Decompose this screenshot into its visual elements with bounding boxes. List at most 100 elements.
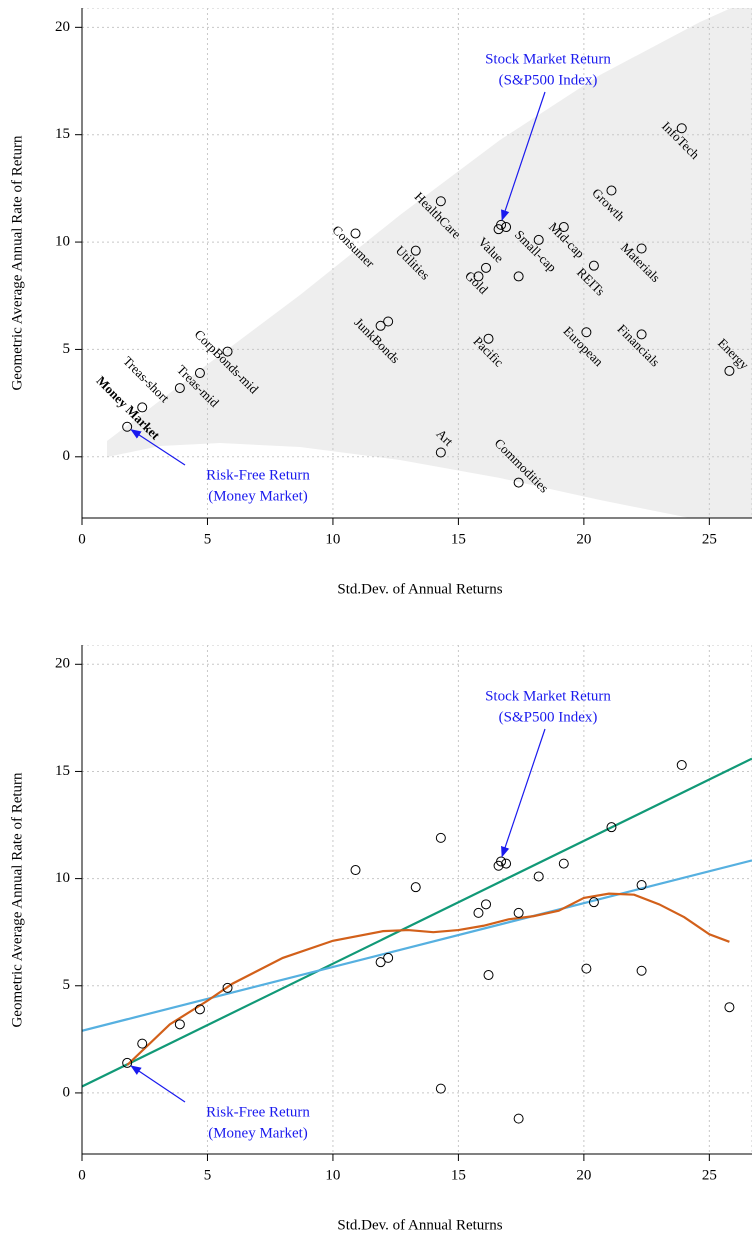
data-point [383, 316, 394, 327]
data-point [375, 957, 386, 968]
data-point [676, 123, 687, 134]
y-tick-label: 5 [63, 341, 71, 357]
annotation: Stock Market Return [485, 51, 611, 67]
annotation: Risk-Free Return [206, 467, 310, 483]
x-axis-label: Std.Dev. of Annual Returns [337, 581, 502, 597]
y-tick-label: 10 [55, 870, 70, 886]
data-point [636, 880, 647, 891]
data-point [581, 327, 592, 338]
data-point [174, 383, 185, 394]
fit-line [82, 757, 752, 1088]
data-point [636, 965, 647, 976]
data-point [558, 222, 569, 233]
risk-band [107, 8, 752, 518]
annotation: Risk-Free Return [206, 1104, 310, 1120]
y-tick-label: 15 [55, 763, 70, 779]
annotation-arrow [501, 728, 546, 858]
x-tick-label: 5 [204, 1167, 212, 1183]
data-point [174, 1019, 185, 1030]
data-point [122, 1057, 133, 1068]
annotation: (Money Market) [208, 1125, 308, 1141]
y-tick-label: 20 [55, 19, 70, 35]
data-point [435, 196, 446, 207]
data-point [473, 271, 484, 282]
data-point [533, 234, 544, 245]
fit-line [82, 859, 752, 1032]
data-point [558, 858, 569, 869]
data-point [501, 858, 512, 869]
y-tick-label: 20 [55, 656, 70, 672]
y-tick-label: 5 [63, 977, 71, 993]
x-tick-label: 5 [204, 531, 212, 547]
data-point [496, 856, 507, 867]
y-tick-label: 15 [55, 126, 70, 142]
annotation-arrow [130, 429, 186, 466]
annotation: (S&P500 Index) [499, 709, 598, 725]
data-point [410, 882, 421, 893]
x-tick-label: 10 [325, 531, 340, 547]
data-point [513, 477, 524, 488]
data-point [588, 260, 599, 271]
data-point [483, 333, 494, 344]
data-point [606, 185, 617, 196]
y-axis-label: Geometric Average Annual Rate of Return [9, 772, 25, 1028]
data-point [122, 421, 133, 432]
data-point [513, 271, 524, 282]
x-tick-label: 10 [325, 1167, 340, 1183]
data-point [483, 970, 494, 981]
data-point [383, 952, 394, 963]
data-point [137, 402, 148, 413]
data-point [435, 832, 446, 843]
x-tick-label: 20 [576, 1167, 591, 1183]
data-point [606, 822, 617, 833]
data-point [581, 963, 592, 974]
data-point [194, 1004, 205, 1015]
x-tick-label: 15 [451, 1167, 466, 1183]
data-point [676, 760, 687, 771]
x-tick-label: 25 [702, 1167, 717, 1183]
data-point [350, 228, 361, 239]
fit-line [126, 892, 730, 1066]
data-point [375, 320, 386, 331]
data-point [501, 222, 512, 233]
x-axis-label: Std.Dev. of Annual Returns [337, 1217, 502, 1233]
data-point [533, 871, 544, 882]
y-tick-label: 0 [63, 1084, 71, 1100]
annotation: (Money Market) [208, 488, 308, 504]
x-tick-label: 20 [576, 531, 591, 547]
annotation: Stock Market Return [485, 688, 611, 704]
annotation-arrow [501, 91, 546, 221]
data-point [137, 1038, 148, 1049]
data-point [222, 982, 233, 993]
data-point [194, 368, 205, 379]
data-point [513, 1113, 524, 1124]
data-point [222, 346, 233, 357]
data-point [588, 897, 599, 908]
x-tick-label: 0 [78, 1167, 86, 1183]
x-tick-label: 25 [702, 531, 717, 547]
data-point [636, 243, 647, 254]
annotation-arrow [130, 1065, 186, 1103]
y-axis-label: Geometric Average Annual Rate of Return [9, 135, 25, 391]
data-point [410, 245, 421, 256]
data-point [724, 1002, 735, 1013]
band-area [107, 8, 752, 518]
data-point [481, 262, 492, 273]
data-point [636, 329, 647, 340]
data-point [435, 447, 446, 458]
data-point [481, 899, 492, 910]
data-point [513, 907, 524, 918]
data-point [473, 907, 484, 918]
y-tick-label: 0 [63, 448, 71, 464]
annotation: (S&P500 Index) [499, 72, 598, 88]
data-point [435, 1083, 446, 1094]
x-tick-label: 0 [78, 531, 86, 547]
data-point [724, 365, 735, 376]
x-tick-label: 15 [451, 531, 466, 547]
data-point [350, 865, 361, 876]
y-tick-label: 10 [55, 234, 70, 250]
plot [82, 645, 752, 1154]
plot-frame [82, 645, 752, 1154]
